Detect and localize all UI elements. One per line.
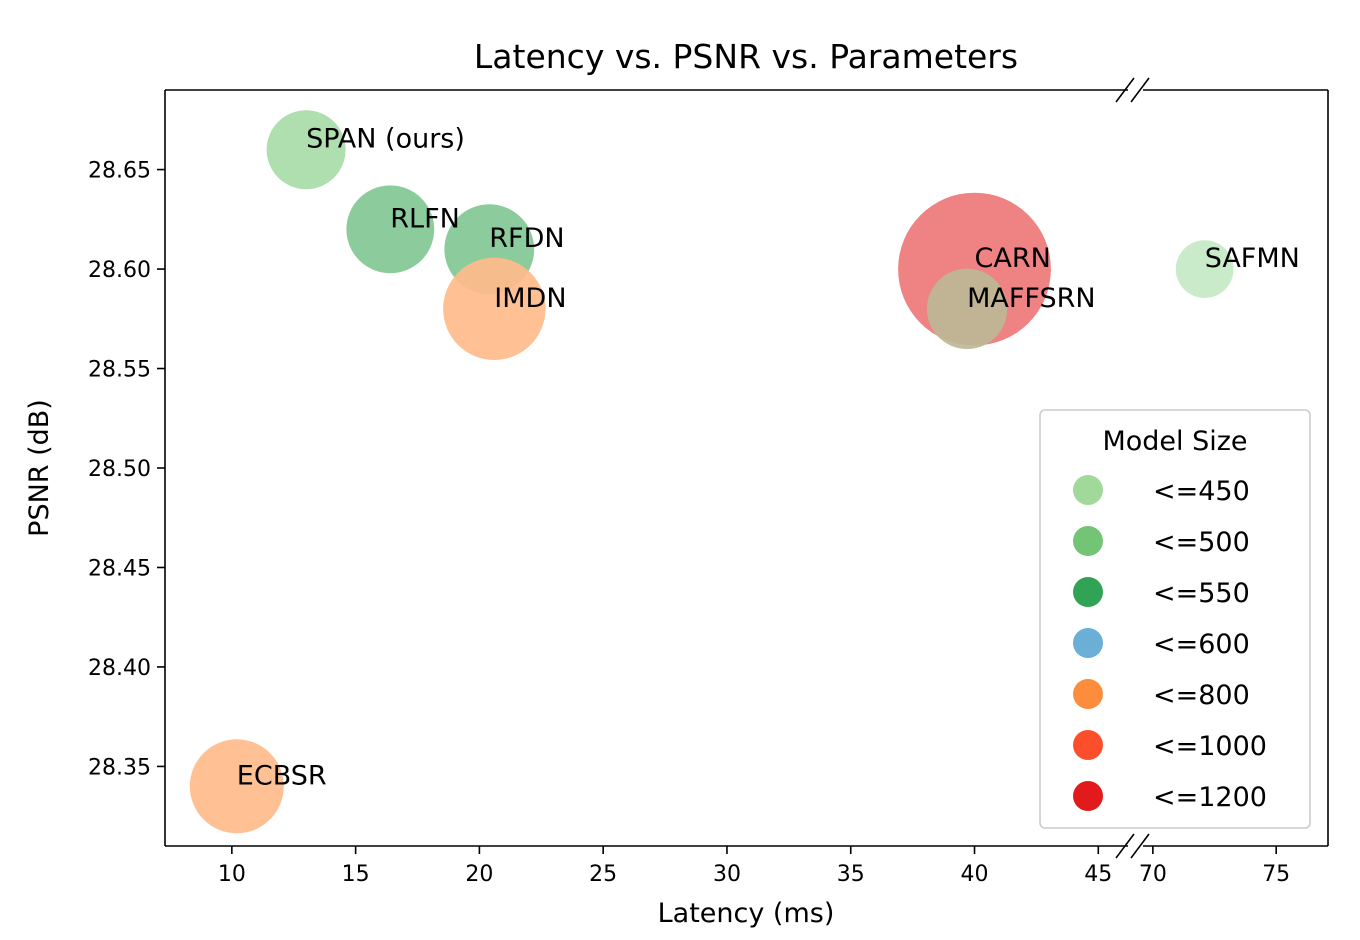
data-point-ecbsr — [189, 739, 284, 834]
x-axis-label: Latency (ms) — [658, 898, 835, 929]
point-label-maffsrn: MAFFSRN — [967, 283, 1095, 314]
x-tick-label: 70 — [1139, 862, 1167, 887]
axis-break-markers — [1115, 77, 1150, 859]
point-label-ecbsr: ECBSR — [237, 760, 327, 791]
x-tick-label: 40 — [961, 862, 989, 887]
x-tick-label: 30 — [713, 862, 741, 887]
legend-label: <=1000 — [1153, 731, 1267, 762]
legend-marker — [1073, 577, 1103, 607]
data-point-span-ours- — [266, 110, 346, 190]
data-point-maffsrn — [926, 268, 1008, 349]
legend-marker — [1073, 730, 1103, 760]
point-label-safmn: SAFMN — [1205, 243, 1300, 274]
plot-area: SPAN (ours) RLFN RFDN IMDN ECBSR CARN SAFMN MAF… — [88, 77, 1329, 887]
point-label-carn: CARN — [975, 243, 1051, 274]
y-tick-label: 28.50 — [88, 457, 151, 482]
x-tick-label: 35 — [837, 862, 865, 887]
legend-label: <=550 — [1153, 578, 1250, 609]
point-label-imdn: IMDN — [494, 283, 566, 314]
legend-label: <=600 — [1153, 629, 1250, 660]
point-label-rlfn: RLFN — [390, 203, 460, 234]
y-tick-label: 28.55 — [88, 358, 151, 383]
legend: Model Size <=450 <=500 <=550 <=600 <=800 <=100… — [1039, 409, 1311, 829]
chart-title: Latency vs. PSNR vs. Parameters — [474, 37, 1018, 76]
x-tick-label: 25 — [589, 862, 617, 887]
y-axis-label: PSNR (dB) — [24, 399, 55, 537]
legend-marker — [1073, 526, 1103, 556]
legend-label: <=450 — [1153, 476, 1250, 507]
y-tick-label: 28.65 — [88, 159, 151, 184]
axis-break-mark — [1115, 77, 1135, 103]
point-label-span-ours-: SPAN (ours) — [306, 124, 465, 155]
y-tick-label: 28.60 — [88, 258, 151, 283]
x-tick-label: 15 — [342, 862, 370, 887]
y-ticks: 28.35 28.40 28.45 28.50 28.55 28.60 28.65 — [88, 159, 165, 780]
point-label-rfdn: RFDN — [489, 223, 564, 254]
x-ticks: 10 15 20 25 30 35 40 45 70 75 — [218, 846, 1290, 887]
x-tick-label: 75 — [1262, 862, 1290, 887]
axis-break-mark — [1115, 833, 1135, 859]
legend-title: Model Size — [1102, 426, 1247, 457]
data-point-safmn — [1175, 240, 1234, 298]
legend-box — [1039, 409, 1311, 829]
data-point-rlfn — [346, 185, 435, 274]
legend-label: <=500 — [1153, 527, 1250, 558]
axis-break-mark — [1130, 833, 1150, 859]
data-point-imdn — [443, 257, 546, 360]
axis-break-mark — [1130, 77, 1150, 103]
point-labels: SPAN (ours) RLFN RFDN IMDN ECBSR CARN SAFMN MAF… — [237, 124, 1300, 792]
data-points — [189, 110, 1234, 834]
legend-label: <=1200 — [1153, 782, 1267, 813]
y-tick-label: 28.40 — [88, 656, 151, 681]
legend-marker — [1073, 781, 1103, 811]
legend-marker — [1073, 679, 1103, 709]
legend-marker — [1073, 475, 1103, 505]
y-tick-label: 28.35 — [88, 755, 151, 780]
legend-marker — [1073, 628, 1103, 658]
x-tick-label: 45 — [1084, 862, 1112, 887]
y-tick-label: 28.45 — [88, 556, 151, 581]
x-tick-label: 10 — [218, 862, 246, 887]
legend-label: <=800 — [1153, 680, 1250, 711]
x-tick-label: 20 — [465, 862, 493, 887]
